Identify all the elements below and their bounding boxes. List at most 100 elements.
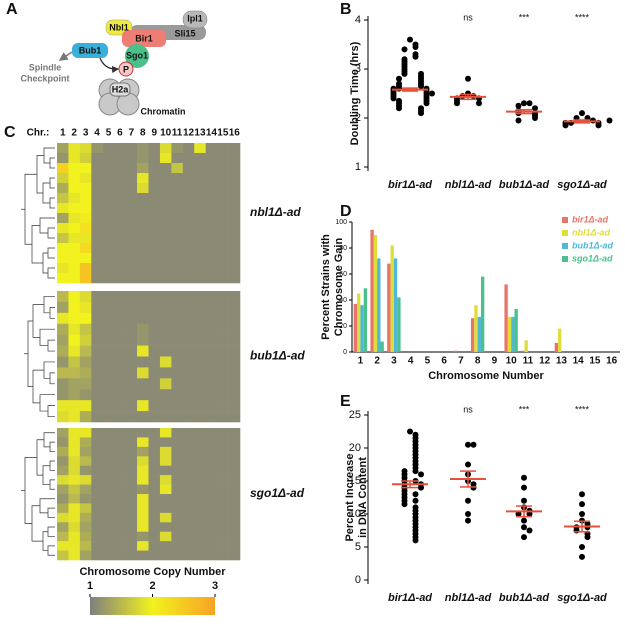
node-label: Checkpoint <box>20 73 69 83</box>
heatmap-cell <box>91 334 104 346</box>
heatmap-cell <box>159 389 172 401</box>
heatmap-cell <box>194 378 206 390</box>
y-axis-label: in DNA Content <box>357 457 369 538</box>
dot <box>579 110 585 117</box>
heatmap-cell <box>102 378 115 390</box>
bar <box>353 303 358 352</box>
heatmap-cell <box>205 550 218 561</box>
dot <box>579 544 585 550</box>
heatmap-cell <box>159 223 172 234</box>
dendrogram <box>49 460 55 471</box>
heatmap-cell <box>182 233 195 244</box>
y-tick-label: 100 <box>335 219 347 226</box>
dot <box>579 553 585 560</box>
heatmap-cell <box>102 263 115 274</box>
heatmap-cell <box>102 223 115 234</box>
arrow <box>99 57 120 74</box>
heatmap-cell <box>171 484 184 495</box>
heatmap-cell <box>91 291 104 303</box>
heatmap-cell <box>91 193 104 204</box>
y-axis-label: Chromosome Gain <box>333 238 345 337</box>
heatmap-cell <box>194 273 206 284</box>
heatmap-cell <box>228 531 241 542</box>
heatmap-cell <box>182 494 195 504</box>
dendrogram <box>43 296 55 314</box>
heatmap-cell <box>159 512 172 523</box>
heatmap-cell <box>171 411 184 423</box>
dot <box>407 36 413 43</box>
dot <box>407 428 413 435</box>
heatmap-cell <box>205 345 218 357</box>
heatmap-cell <box>57 367 69 379</box>
dendrogram <box>27 320 33 387</box>
heatmap-cell <box>148 494 161 504</box>
heatmap-cell <box>91 203 104 214</box>
heatmap-cell <box>217 143 229 154</box>
heatmap-cell <box>114 367 126 379</box>
heatmap-cell <box>205 437 218 448</box>
heatmap-cell <box>125 428 138 438</box>
heatmap-cell <box>102 253 115 264</box>
heatmap-cell <box>171 550 184 561</box>
heatmap-cell <box>182 550 195 561</box>
dendrogram <box>49 197 55 209</box>
heatmap-cell <box>217 193 229 204</box>
heatmap-cell <box>171 503 184 514</box>
heatmap-cell <box>137 389 149 401</box>
heatmap-cell <box>57 494 69 504</box>
heatmap-cell <box>114 345 126 357</box>
heatmap-cell <box>182 389 195 401</box>
x-tick-label: 1 <box>358 356 364 367</box>
heatmap-cell <box>137 465 149 476</box>
heatmap-cell <box>91 484 104 495</box>
y-tick-label: 20 <box>349 442 361 454</box>
heatmap-cell <box>79 465 92 476</box>
heatmap-cell <box>91 400 104 412</box>
heatmap-cell <box>171 301 184 314</box>
x-tick-label: nbl1Δ-ad <box>445 179 492 191</box>
heatmap-cell <box>159 312 172 325</box>
heatmap-cell <box>194 484 206 495</box>
column-label: 8 <box>140 128 146 139</box>
heatmap-cell <box>148 345 161 357</box>
x-tick-label: 3 <box>391 356 397 367</box>
heatmap-cell <box>102 446 115 457</box>
heatmap-cell <box>171 356 184 368</box>
node-label: Bir1 <box>135 33 153 43</box>
heatmap-cell <box>125 203 138 214</box>
heatmap-cell <box>148 223 161 234</box>
heatmap-cell <box>137 484 149 495</box>
heatmap-cell <box>148 153 161 164</box>
heatmap-cell <box>137 233 149 244</box>
heatmap-cell <box>205 356 218 368</box>
y-tick-label: 10 <box>349 508 361 520</box>
heatmap-cell <box>125 465 138 476</box>
heatmap-cell <box>114 273 126 284</box>
heatmap-cell <box>148 531 161 542</box>
heatmap-cell <box>217 446 229 457</box>
heatmap-cell <box>137 446 149 457</box>
dendrogram <box>49 307 55 319</box>
colorbar-tick-label: 1 <box>87 580 93 592</box>
x-tick-label: 14 <box>573 356 585 367</box>
heatmap-cell <box>114 522 126 533</box>
heatmap-cell <box>217 183 229 194</box>
heatmap-cell <box>194 475 206 485</box>
heatmap-cell <box>159 550 172 561</box>
dendrogram <box>49 372 55 385</box>
dendrogram <box>24 457 37 524</box>
heatmap-cell <box>182 446 195 457</box>
heatmap-cell <box>137 183 149 194</box>
heatmap-cell <box>57 531 69 542</box>
heatmap-cell <box>228 456 241 467</box>
heatmap-cell <box>159 203 172 214</box>
heatmap-cell <box>205 484 218 495</box>
legend-entry: bub1Δ-ad <box>572 240 614 250</box>
heatmap-cell <box>194 541 206 551</box>
heatmap-cell <box>159 367 172 379</box>
legend-entry: sgo1Δ-ad <box>572 253 613 263</box>
heatmap-cell <box>114 475 126 485</box>
heatmap-cell <box>148 312 161 325</box>
heatmap-cell <box>182 183 195 194</box>
